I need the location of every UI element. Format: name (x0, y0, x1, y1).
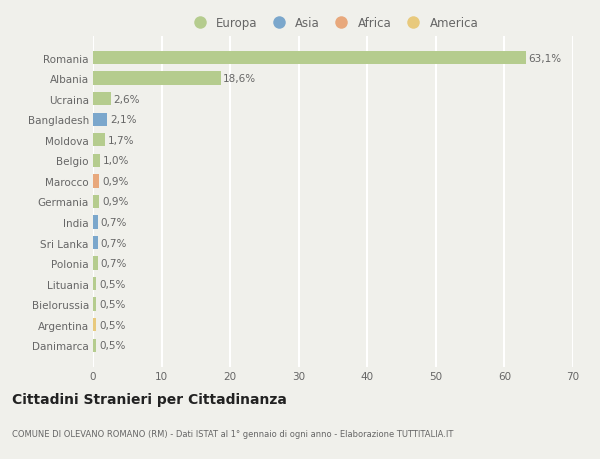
Text: 0,5%: 0,5% (99, 300, 125, 309)
Bar (93, 216, 98, 229)
Text: 0,9%: 0,9% (102, 176, 128, 186)
Text: 0,7%: 0,7% (101, 258, 127, 269)
Text: 63,1%: 63,1% (529, 53, 562, 63)
Text: 0,5%: 0,5% (99, 341, 125, 351)
Bar (93, 113, 107, 127)
Text: 0,7%: 0,7% (101, 218, 127, 228)
Text: COMUNE DI OLEVANO ROMANO (RM) - Dati ISTAT al 1° gennaio di ogni anno - Elaboraz: COMUNE DI OLEVANO ROMANO (RM) - Dati IST… (12, 429, 454, 438)
Bar (93, 93, 111, 106)
Text: 0,5%: 0,5% (99, 320, 125, 330)
Bar (93, 277, 97, 291)
Bar (93, 134, 104, 147)
Text: 1,7%: 1,7% (107, 135, 134, 146)
Legend: Europa, Asia, Africa, America: Europa, Asia, Africa, America (185, 15, 481, 32)
Bar (93, 154, 100, 168)
Text: 1,0%: 1,0% (103, 156, 129, 166)
Bar (93, 319, 97, 332)
Bar (93, 257, 98, 270)
Bar (93, 298, 97, 311)
Text: 0,7%: 0,7% (101, 238, 127, 248)
Bar (93, 195, 99, 209)
Bar (93, 236, 98, 250)
Text: Cittadini Stranieri per Cittadinanza: Cittadini Stranieri per Cittadinanza (12, 392, 287, 406)
Text: 2,1%: 2,1% (110, 115, 137, 125)
Text: 0,9%: 0,9% (102, 197, 128, 207)
Bar (93, 52, 526, 65)
Bar (93, 175, 99, 188)
Bar (93, 339, 97, 352)
Text: 0,5%: 0,5% (99, 279, 125, 289)
Text: 18,6%: 18,6% (223, 74, 256, 84)
Text: 2,6%: 2,6% (113, 95, 140, 104)
Bar (93, 72, 221, 85)
